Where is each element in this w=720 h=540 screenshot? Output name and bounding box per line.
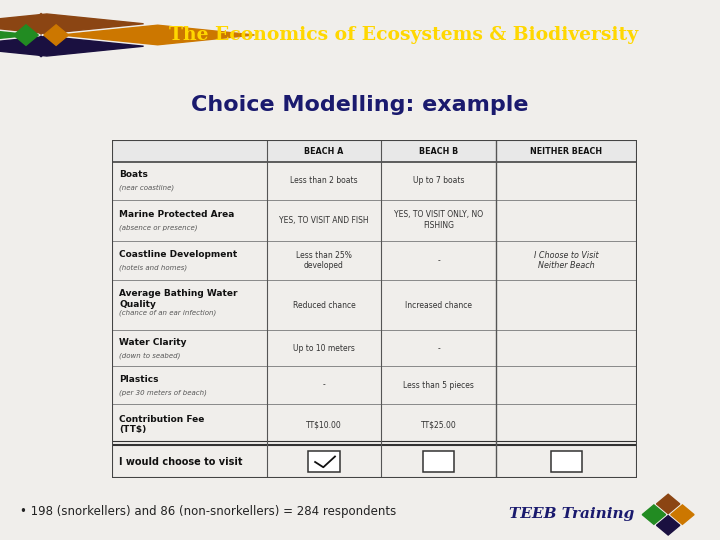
Text: Coastline Development: Coastline Development [120,250,238,259]
Polygon shape [0,14,143,33]
Text: TT$25.00: TT$25.00 [420,420,456,429]
Bar [112,140,637,161]
Text: Contribution Fee
(TT$): Contribution Fee (TT$) [120,415,205,434]
Text: BEACH A: BEACH A [305,146,343,156]
Text: NEITHER BEACH: NEITHER BEACH [531,146,603,156]
Text: Up to 10 meters: Up to 10 meters [293,343,355,353]
Text: TT$10.00: TT$10.00 [306,420,342,429]
Text: (down to seabed): (down to seabed) [120,352,181,359]
Text: Plastics: Plastics [120,375,159,383]
Bar [551,451,582,472]
Text: YES, TO VISIT AND FISH: YES, TO VISIT AND FISH [279,215,369,225]
Text: Increased chance: Increased chance [405,301,472,310]
Polygon shape [0,36,143,56]
Text: Choice Modelling: example: Choice Modelling: example [192,95,528,115]
Text: Marine Protected Area: Marine Protected Area [120,210,235,219]
Text: BEACH B: BEACH B [419,146,458,156]
Text: -: - [437,343,440,353]
Text: Water Clarity: Water Clarity [120,338,187,347]
Text: (per 30 meters of beach): (per 30 meters of beach) [120,389,207,396]
Text: (absence or presence): (absence or presence) [120,224,198,231]
Text: • 198 (snorkellers) and 86 (non-snorkellers) = 284 respondents: • 198 (snorkellers) and 86 (non-snorkell… [19,505,396,518]
Text: Boats: Boats [120,170,148,179]
Text: (chance of an ear infection): (chance of an ear infection) [120,309,217,316]
Text: Reduced chance: Reduced chance [292,301,355,310]
Text: YES, TO VISIT ONLY, NO
FISHING: YES, TO VISIT ONLY, NO FISHING [394,211,483,230]
Text: Up to 7 boats: Up to 7 boats [413,176,464,185]
Text: I would choose to visit: I would choose to visit [120,457,243,467]
Text: -: - [323,381,325,389]
Text: -: - [437,256,440,265]
Polygon shape [0,25,32,45]
Text: Less than 2 boats: Less than 2 boats [290,176,358,185]
Text: Less than 25%
developed: Less than 25% developed [296,251,352,270]
Text: I Choose to Visit
Neither Beach: I Choose to Visit Neither Beach [534,251,599,270]
Polygon shape [61,25,254,45]
Text: TEEB Training: TEEB Training [508,507,634,521]
Text: (hotels and homes): (hotels and homes) [120,265,188,271]
Bar [423,451,454,472]
Text: (near coastline): (near coastline) [120,185,175,191]
Text: Less than 5 pieces: Less than 5 pieces [403,381,474,389]
Text: The Economics of Ecosystems & Biodiversity: The Economics of Ecosystems & Biodiversi… [168,26,638,44]
Bar [308,451,340,472]
Text: Average Bathing Water
Quality: Average Bathing Water Quality [120,289,238,309]
